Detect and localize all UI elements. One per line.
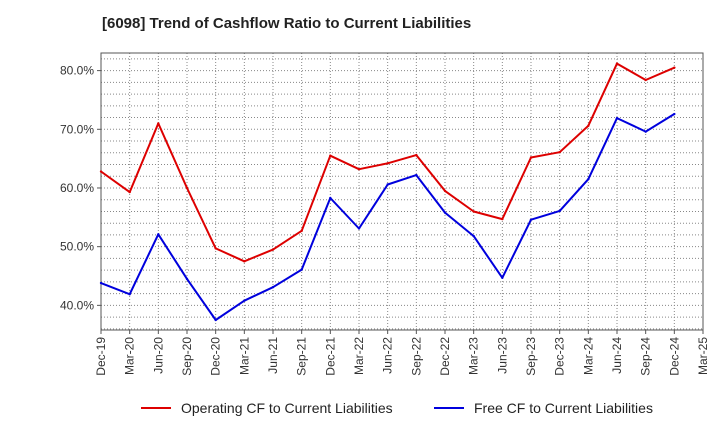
x-tick-label: Dec-20 xyxy=(209,337,223,376)
data-point-free xyxy=(99,281,103,285)
x-tick-label: Dec-19 xyxy=(94,337,108,376)
data-point-free xyxy=(644,130,647,133)
x-tick-label: Dec-22 xyxy=(438,337,452,376)
y-tick-label: 40.0% xyxy=(60,298,94,312)
data-point-operating xyxy=(587,124,590,127)
plot-frame xyxy=(100,52,704,331)
legend-swatch-operating xyxy=(141,407,171,409)
grid-layer xyxy=(100,53,704,330)
data-point-operating xyxy=(357,167,361,171)
data-point-free xyxy=(185,277,189,281)
chart-title: [6098] Trend of Cashflow Ratio to Curren… xyxy=(102,15,472,32)
data-point-operating xyxy=(157,122,160,125)
legend-item-free: Free CF to Current Liabilities xyxy=(434,400,653,416)
data-point-free xyxy=(529,218,533,221)
data-point-free xyxy=(558,209,561,213)
x-tick-label: Sep-23 xyxy=(524,337,538,376)
chart-svg: 40.0% 50.0% 60.0% 70.0% 80.0% Dec-19 Mar-20 Jun… xyxy=(60,52,710,376)
y-tick-label: 70.0% xyxy=(60,122,94,136)
series-line-free xyxy=(100,113,675,321)
data-point-free xyxy=(501,276,504,279)
data-point-operating xyxy=(615,62,619,65)
data-point-operating xyxy=(386,162,389,165)
y-tick-label: 60.0% xyxy=(60,181,94,195)
data-point-operating xyxy=(501,217,504,221)
x-tick-label: Mar-20 xyxy=(123,337,137,375)
legend-swatch-free xyxy=(434,407,464,409)
x-tick-label: Sep-22 xyxy=(409,337,423,376)
x-tick-label: Jun-21 xyxy=(266,337,280,374)
axis-layer: 40.0% 50.0% 60.0% 70.0% 80.0% Dec-19 Mar-20 Jun… xyxy=(60,52,710,376)
data-point-free xyxy=(157,233,160,236)
data-point-free xyxy=(587,177,590,181)
data-point-operating xyxy=(415,153,418,157)
x-tick-label: Mar-23 xyxy=(467,337,481,375)
x-tick-label: Jun-22 xyxy=(381,337,395,374)
data-point-free xyxy=(243,299,246,302)
data-point-free xyxy=(271,285,275,289)
x-tick-label: Mar-22 xyxy=(352,337,366,375)
data-point-operating xyxy=(243,260,246,263)
data-point-operating xyxy=(128,190,131,194)
data-point-free xyxy=(357,227,361,230)
data-point-operating xyxy=(472,210,475,213)
x-tick-label: Dec-23 xyxy=(553,337,567,376)
x-tick-label: Jun-23 xyxy=(495,337,509,374)
data-point-free xyxy=(128,293,131,296)
x-tick-label: Mar-25 xyxy=(696,337,710,375)
data-point-operating xyxy=(529,156,533,159)
legend: Operating CF to Current Liabilities Free… xyxy=(0,400,720,430)
data-point-free xyxy=(300,268,303,271)
data-point-free xyxy=(472,234,475,238)
data-point-operating xyxy=(443,189,447,193)
data-point-operating xyxy=(185,186,189,190)
x-tick-label: Mar-21 xyxy=(237,337,251,375)
data-point-operating xyxy=(300,229,303,233)
legend-item-operating: Operating CF to Current Liabilities xyxy=(141,400,393,416)
data-point-free xyxy=(673,112,676,116)
x-tick-label: Jun-20 xyxy=(151,337,165,374)
x-tick-label: Dec-24 xyxy=(667,337,681,376)
x-tick-label: Sep-20 xyxy=(180,337,194,376)
y-tick-label: 50.0% xyxy=(60,240,94,254)
x-tick-label: Sep-21 xyxy=(295,337,309,376)
x-tick-label: Jun-24 xyxy=(610,337,624,374)
data-point-operating xyxy=(644,78,647,82)
data-point-operating xyxy=(673,66,676,69)
series-layer xyxy=(99,62,676,322)
data-point-free xyxy=(386,183,389,186)
x-tick-label: Dec-21 xyxy=(323,337,337,376)
data-point-free xyxy=(214,318,217,322)
data-point-operating xyxy=(558,150,561,154)
data-point-free xyxy=(443,211,447,214)
data-point-operating xyxy=(99,170,103,173)
legend-label-free: Free CF to Current Liabilities xyxy=(474,400,653,416)
data-point-free xyxy=(415,173,418,177)
legend-label-operating: Operating CF to Current Liabilities xyxy=(181,400,393,416)
data-point-free xyxy=(329,196,332,200)
data-point-operating xyxy=(271,248,275,251)
data-point-operating xyxy=(329,154,332,157)
y-tick-label: 80.0% xyxy=(60,64,94,78)
data-point-operating xyxy=(214,247,217,250)
x-tick-label: Sep-24 xyxy=(639,337,653,376)
data-point-free xyxy=(615,116,619,120)
x-tick-label: Mar-24 xyxy=(581,337,595,375)
